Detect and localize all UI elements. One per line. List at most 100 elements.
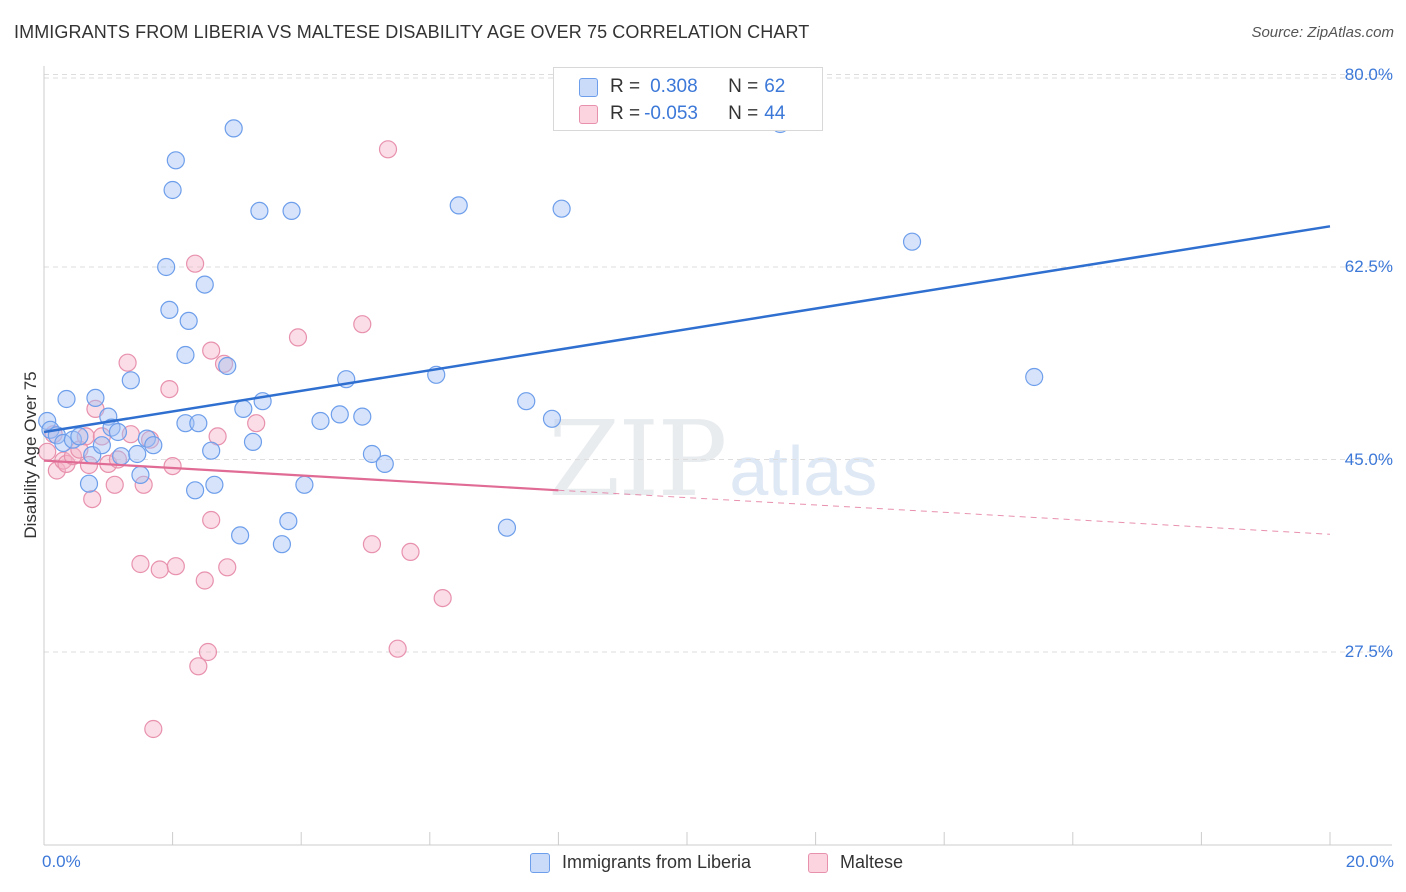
liberia-point — [542, 409, 562, 428]
liberia-point — [449, 196, 468, 215]
liberia-point — [218, 356, 237, 376]
liberia-point — [160, 300, 179, 319]
liberia-point — [157, 257, 176, 277]
stats-row-liberia: R = 0.308 N = 62 — [554, 74, 785, 100]
n-value: 62 — [764, 76, 786, 97]
chart-title: IMMIGRANTS FROM LIBERIA VS MALTESE DISAB… — [14, 22, 810, 42]
legend: Immigrants from Liberia Maltese — [0, 852, 1406, 878]
liberia-point — [224, 119, 243, 138]
liberia-point — [243, 432, 263, 451]
n-label: N = — [728, 76, 759, 97]
liberia-swatch — [579, 77, 598, 97]
y-tick-label: 80.0% — [1344, 64, 1393, 84]
maltese-point — [353, 315, 372, 334]
maltese-point — [131, 554, 150, 574]
maltese-point — [433, 588, 452, 608]
n-value: 44 — [764, 103, 786, 124]
maltese-points — [38, 140, 452, 739]
liberia-point — [517, 392, 536, 411]
liberia-point — [362, 444, 382, 464]
liberia-point — [1025, 367, 1044, 387]
legend-item-maltese[interactable]: Maltese — [808, 852, 903, 873]
liberia-point — [295, 475, 314, 494]
maltese-point — [195, 571, 214, 590]
liberia-point — [128, 444, 147, 464]
n-label: N = — [728, 103, 759, 124]
y-tick-label: 27.5% — [1344, 642, 1393, 661]
legend-item-liberia[interactable]: Immigrants from Liberia — [530, 852, 751, 873]
liberia-point — [179, 311, 198, 330]
maltese-point — [144, 719, 163, 739]
x-tick-label-max: 20.0% — [1345, 852, 1394, 871]
maltese-point — [105, 475, 124, 494]
axes — [43, 66, 1392, 846]
liberia-point — [552, 199, 571, 218]
liberia-point — [189, 414, 208, 433]
maltese-point — [163, 457, 182, 476]
maltese-point — [202, 341, 221, 360]
r-label: R = — [610, 103, 641, 124]
liberia-trend-line — [43, 225, 1331, 434]
liberia-point — [121, 371, 140, 390]
liberia-point — [163, 180, 182, 200]
liberia-point — [272, 535, 292, 554]
x-tick-label-min: 0.0% — [42, 852, 81, 871]
liberia-point — [112, 447, 131, 466]
maltese-point — [150, 560, 169, 579]
liberia-point — [144, 436, 163, 455]
liberia-point — [166, 151, 185, 170]
liberia-point — [202, 441, 221, 460]
gridlines — [44, 74, 1392, 653]
maltese-swatch — [579, 104, 598, 124]
liberia-point — [176, 414, 195, 433]
maltese-point — [118, 353, 137, 372]
maltese-point — [160, 380, 179, 399]
maltese-point — [189, 657, 208, 676]
legend-swatch-maltese — [808, 852, 828, 873]
liberia-point — [497, 518, 517, 537]
liberia-point — [70, 427, 89, 446]
maltese-point — [166, 557, 185, 576]
liberia-point — [375, 454, 394, 473]
watermark-atlas: atlas — [729, 432, 878, 510]
maltese-point — [134, 475, 153, 494]
maltese-point — [214, 354, 234, 373]
liberia-point — [92, 436, 111, 455]
liberia-point — [250, 201, 269, 220]
y-axis-label: Disability Age Over 75 — [21, 371, 40, 539]
maltese-point — [186, 254, 205, 273]
liberia-point — [57, 389, 76, 409]
liberia-points — [38, 114, 1044, 554]
legend-label-liberia: Immigrants from Liberia — [562, 852, 752, 872]
r-value: -0.053 — [644, 103, 698, 124]
maltese-point — [401, 542, 420, 562]
maltese-point — [288, 328, 308, 347]
liberia-point — [231, 526, 250, 545]
liberia-point — [186, 481, 205, 500]
maltese-point — [202, 510, 221, 530]
maltese-trend-line — [43, 459, 559, 492]
liberia-point — [137, 429, 156, 448]
r-value: 0.308 — [650, 76, 698, 97]
maltese-point — [247, 414, 266, 433]
source-label: Source: ZipAtlas.com — [1251, 24, 1394, 41]
liberia-point — [902, 232, 922, 251]
maltese-point — [388, 639, 407, 658]
liberia-point — [279, 511, 298, 531]
maltese-point — [198, 642, 218, 662]
stats-row-maltese: R = -0.053 N = 44 — [554, 101, 785, 127]
liberia-point — [205, 475, 224, 494]
trend-lines — [43, 225, 1331, 535]
correlation-stats-box: R = 0.308 N = 62 R = -0.053 N = 44 — [553, 67, 823, 131]
liberia-point — [353, 407, 372, 426]
legend-swatch-liberia — [530, 852, 550, 873]
liberia-point — [86, 388, 105, 407]
maltese-point — [218, 558, 237, 577]
r-label: R = — [610, 76, 641, 97]
maltese-point — [79, 455, 99, 475]
maltese-point — [378, 140, 398, 159]
liberia-point — [131, 465, 150, 484]
maltese-point — [362, 535, 382, 554]
liberia-point — [311, 411, 330, 431]
